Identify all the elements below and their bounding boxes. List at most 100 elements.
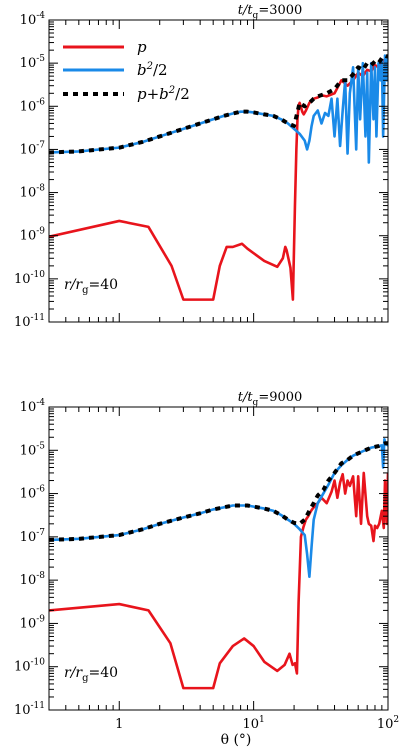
legend-rest: /2	[175, 85, 190, 103]
y-tick-label: 10-4	[20, 398, 46, 415]
y-tick-exp: -10	[31, 270, 46, 280]
x-tick-base: 10	[242, 717, 259, 732]
y-tick-label: 10-6	[20, 485, 46, 502]
plot-frame	[48, 19, 389, 323]
y-tick-exp: -6	[36, 485, 45, 495]
y-tick-base: 10	[20, 400, 37, 415]
y-tick-base: 10	[20, 616, 37, 631]
x-tick-base: 1	[115, 717, 123, 732]
y-tick-exp: -11	[31, 701, 46, 711]
y-tick-base: 10	[20, 99, 37, 114]
y-tick-label: 10-5	[20, 441, 46, 458]
annot-r: r	[64, 665, 72, 681]
annot-slash-r: /r	[69, 277, 84, 293]
legend-label-p: p	[137, 38, 147, 56]
y-tick-exp: -9	[36, 614, 45, 624]
title-slash-t: /t	[241, 3, 253, 18]
series-line-p	[49, 58, 388, 301]
legend: pb2/2p+b2/2	[63, 38, 190, 103]
x-tick-exp: 2	[393, 715, 399, 725]
y-tick-label: 10-8	[20, 571, 46, 588]
y-tick-exp: -11	[31, 313, 46, 323]
y-tick-base: 10	[20, 186, 37, 201]
y-tick-base: 10	[20, 487, 37, 502]
y-tick-base: 10	[20, 443, 37, 458]
y-tick-base: 10	[20, 13, 37, 28]
y-tick-label: 10-7	[20, 528, 46, 545]
y-tick-label: 10-11	[14, 313, 45, 330]
series-line-p	[49, 471, 388, 690]
annot-r: r	[64, 277, 72, 293]
y-tick-exp: -7	[36, 140, 45, 150]
y-tick-exp: -9	[36, 227, 45, 237]
annot-sub: g	[82, 285, 89, 296]
legend-sup: 2	[146, 61, 153, 72]
series-line-b2	[49, 437, 388, 579]
title-t: t	[238, 390, 244, 405]
y-tick-label: 10-6	[20, 97, 46, 114]
panel-title: t/tg=3000	[238, 3, 303, 21]
y-tick-label: 10-11	[14, 701, 45, 718]
y-tick-exp: -8	[36, 571, 45, 581]
series-line-b2	[49, 54, 388, 164]
series-line-sum	[49, 53, 388, 155]
y-tick-exp: -7	[36, 528, 45, 538]
y-tick-exp: -4	[36, 398, 45, 408]
y-tick-exp: -10	[31, 658, 46, 668]
x-tick-base: 10	[377, 717, 394, 732]
legend-main: p	[137, 38, 147, 56]
title-t: t	[238, 3, 244, 18]
y-tick-label: 10-7	[20, 140, 46, 157]
title-slash-t: /t	[241, 390, 253, 405]
y-tick-exp: -8	[36, 184, 45, 194]
y-tick-label: 10-9	[20, 227, 46, 244]
title-rest: =9000	[258, 390, 302, 405]
legend-label-b2: b2/2	[137, 61, 168, 79]
legend-label-sum: p+b2/2	[137, 85, 190, 103]
radius-annotation: r/rg=40	[64, 277, 118, 296]
y-tick-base: 10	[20, 573, 37, 588]
y-tick-base: 10	[20, 530, 37, 545]
y-tick-base: 10	[14, 315, 31, 330]
x-axis-label: θ (°)	[221, 732, 252, 748]
y-tick-label: 10-4	[20, 11, 46, 28]
annot-slash-r: /r	[69, 665, 84, 681]
y-tick-base: 10	[14, 703, 31, 718]
plot-frame	[48, 406, 389, 711]
legend-sup: 2	[168, 85, 175, 96]
title-rest: =3000	[258, 3, 302, 18]
y-tick-exp: -6	[36, 97, 45, 107]
x-tick-label: 1	[115, 717, 123, 732]
panel-title: t/tg=9000	[238, 390, 303, 408]
y-tick-base: 10	[20, 56, 37, 71]
y-tick-exp: -5	[36, 54, 45, 64]
x-tick-label: 102	[377, 715, 399, 732]
y-tick-base: 10	[14, 660, 31, 675]
y-tick-base: 10	[14, 272, 31, 287]
title-sub: g	[253, 398, 259, 408]
y-tick-base: 10	[20, 229, 37, 244]
annot-rest: =40	[89, 277, 119, 293]
legend-rest: /2	[153, 61, 168, 79]
annot-sub: g	[82, 673, 89, 684]
series-line-sum	[49, 441, 388, 542]
x-axis-label-group: θ (°)	[221, 732, 252, 748]
y-tick-label: 10-8	[20, 184, 46, 201]
legend-main: b	[137, 61, 147, 79]
y-tick-label: 10-5	[20, 54, 46, 71]
legend-main: p+b	[137, 85, 169, 103]
x-tick-label: 101	[242, 715, 264, 732]
y-tick-label: 10-10	[14, 658, 45, 675]
y-tick-label: 10-10	[14, 270, 45, 287]
y-tick-base: 10	[20, 142, 37, 157]
x-tick-exp: 1	[259, 715, 265, 725]
y-tick-exp: -5	[36, 441, 45, 451]
title-sub: g	[253, 11, 259, 21]
radius-annotation: r/rg=40	[64, 665, 118, 684]
annot-rest: =40	[89, 665, 119, 681]
y-tick-label: 10-9	[20, 614, 46, 631]
y-tick-exp: -4	[36, 11, 45, 21]
